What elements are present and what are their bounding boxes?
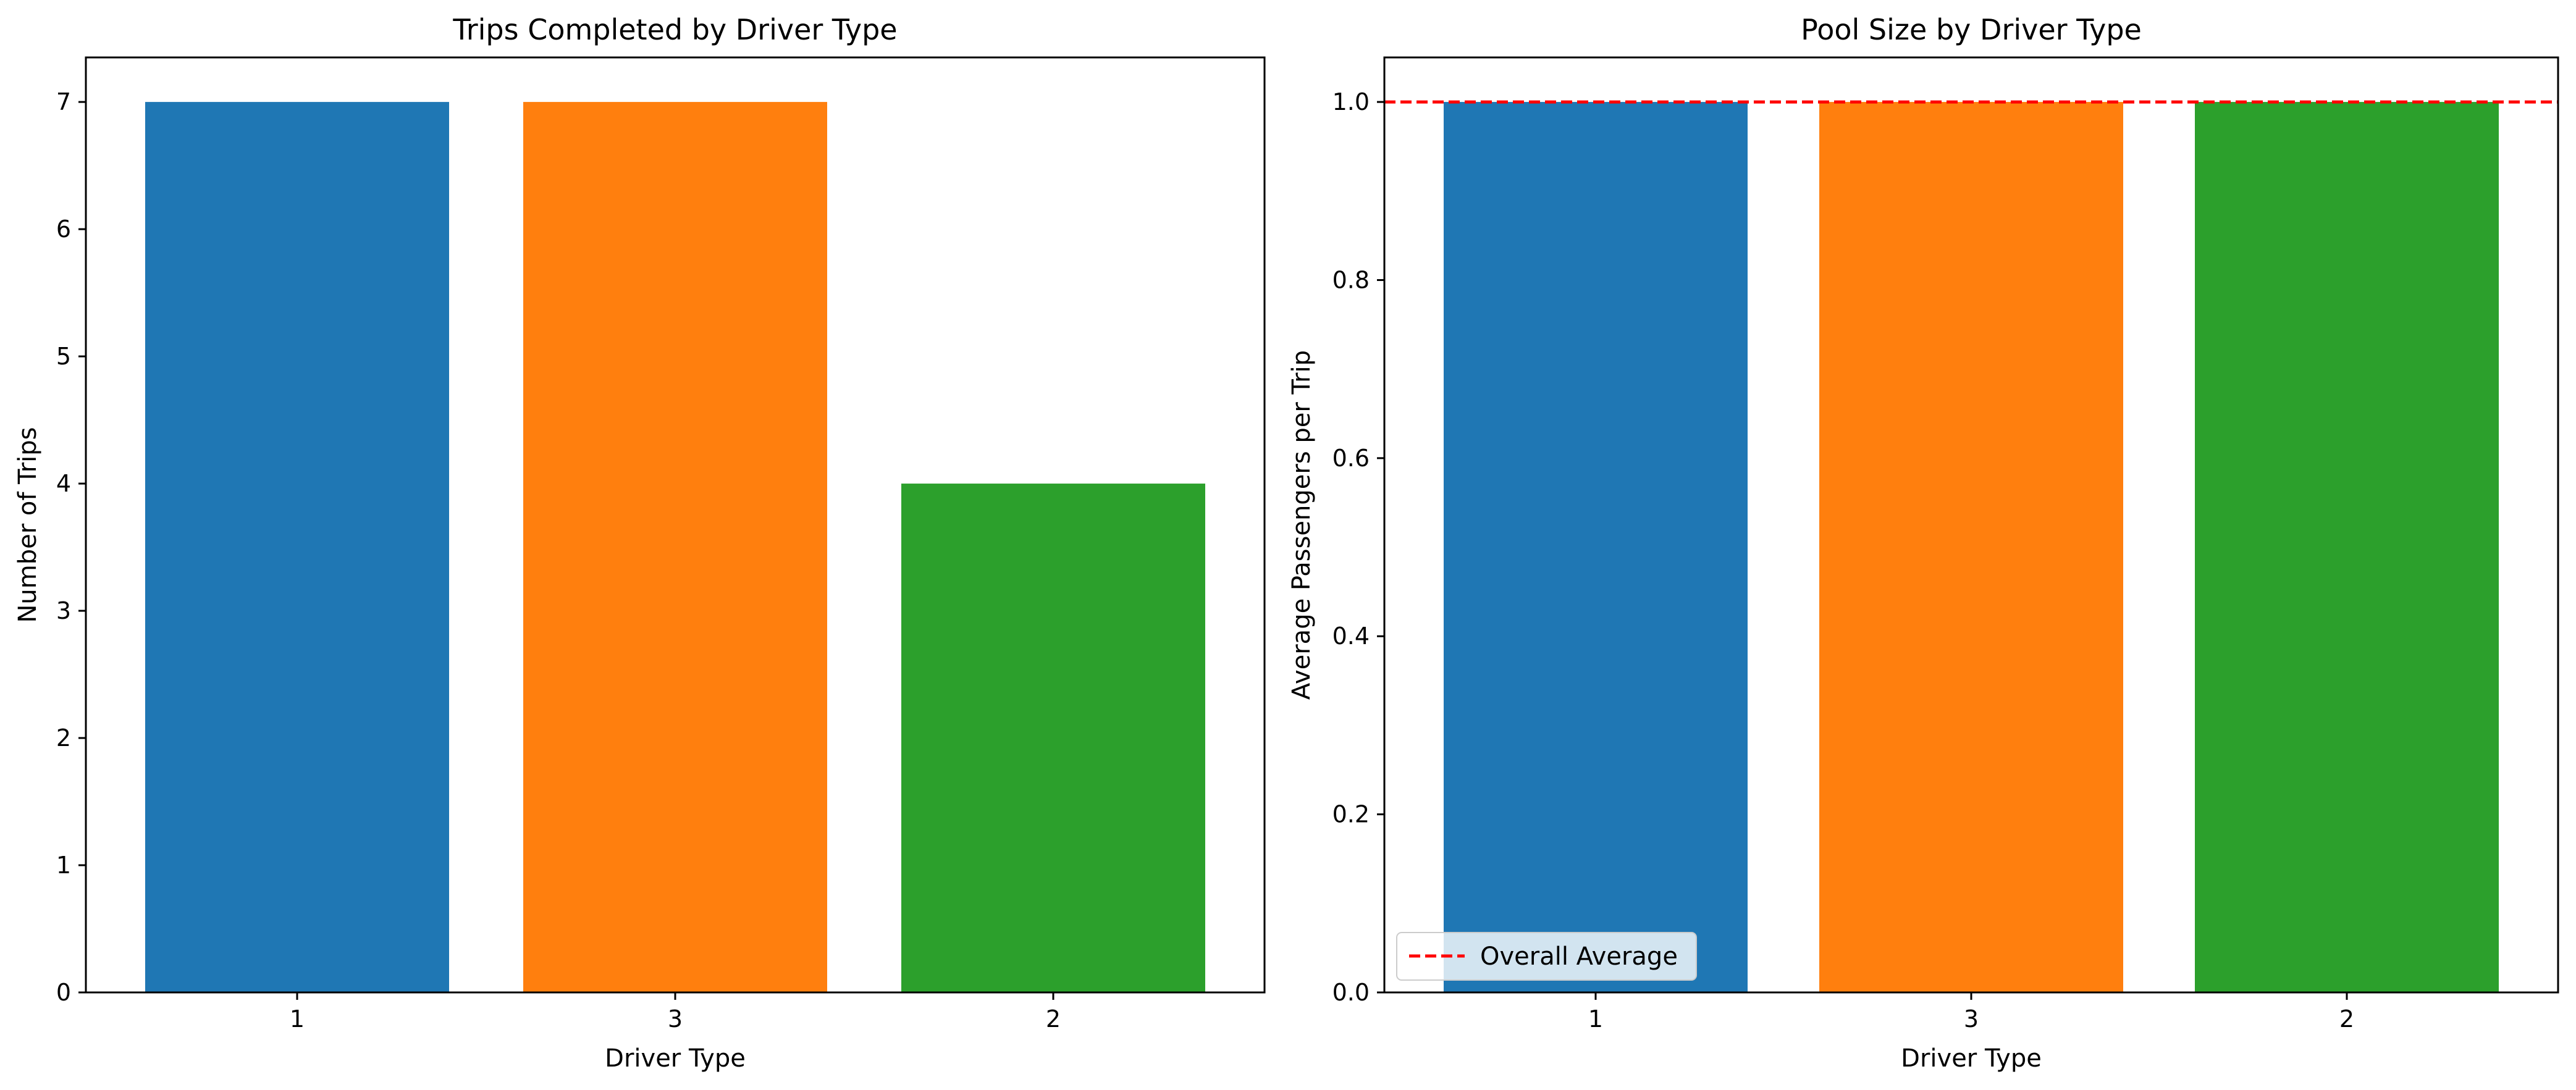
plot-frame bbox=[85, 56, 1266, 994]
chart-title: Trips Completed by Driver Type bbox=[452, 13, 897, 46]
y-axis-label: Number of Trips bbox=[14, 427, 42, 623]
bar-3 bbox=[1819, 102, 2123, 993]
y-tick-label: 1.0 bbox=[1332, 88, 1370, 115]
y-tick-label: 4 bbox=[56, 470, 71, 497]
bar-2 bbox=[2195, 102, 2499, 993]
y-tick-label: 0 bbox=[56, 979, 71, 1006]
y-tick-label: 0.4 bbox=[1332, 623, 1370, 650]
y-tick-label: 0.2 bbox=[1332, 801, 1370, 828]
ticks-group: 1 3 2 0.0 0.2 0.4 0.6 0.8 1.0 bbox=[1332, 88, 2355, 1033]
bars-group bbox=[1444, 102, 2499, 993]
y-tick-label: 6 bbox=[56, 216, 71, 243]
x-tick-label: 1 bbox=[290, 1005, 305, 1033]
x-axis-label: Driver Type bbox=[605, 1044, 746, 1073]
y-tick-label: 0.0 bbox=[1332, 979, 1370, 1006]
x-tick-label: 2 bbox=[1046, 1005, 1061, 1033]
y-tick-label: 0.8 bbox=[1332, 266, 1370, 293]
x-axis-label: Driver Type bbox=[1901, 1044, 2042, 1073]
bar-2 bbox=[901, 484, 1205, 992]
pool-size-chart: Pool Size by Driver Type 1 3 2 0.0 0.2 0.4 0.6… bbox=[1287, 13, 2559, 1073]
chart-title: Pool Size by Driver Type bbox=[1801, 13, 2142, 46]
x-tick-label: 3 bbox=[668, 1005, 683, 1033]
bars-group bbox=[145, 102, 1205, 993]
y-tick-label: 2 bbox=[56, 724, 71, 752]
y-tick-label: 1 bbox=[56, 852, 71, 879]
x-tick-label: 2 bbox=[2339, 1005, 2354, 1033]
y-axis-label: Average Passengers per Trip bbox=[1287, 350, 1316, 700]
bar-1 bbox=[1444, 102, 1748, 993]
ticks-group: 1 3 2 0 1 2 3 4 5 6 7 bbox=[56, 88, 1061, 1033]
trips-chart: Trips Completed by Driver Type 1 3 2 0 1 2 3 4 5… bbox=[14, 13, 1266, 1073]
y-tick-label: 0.6 bbox=[1332, 445, 1370, 472]
bar-1 bbox=[145, 102, 449, 993]
x-tick-label: 3 bbox=[1964, 1005, 1979, 1033]
y-tick-label: 5 bbox=[56, 343, 71, 370]
legend-label: Overall Average bbox=[1480, 942, 1678, 971]
legend-box bbox=[1396, 932, 1697, 981]
y-tick-label: 7 bbox=[56, 88, 71, 115]
x-tick-label: 1 bbox=[1588, 1005, 1603, 1033]
y-tick-label: 3 bbox=[56, 597, 71, 624]
plot-frame bbox=[1383, 56, 2559, 994]
bar-3 bbox=[523, 102, 827, 993]
legend: Overall Average bbox=[1396, 932, 1697, 981]
